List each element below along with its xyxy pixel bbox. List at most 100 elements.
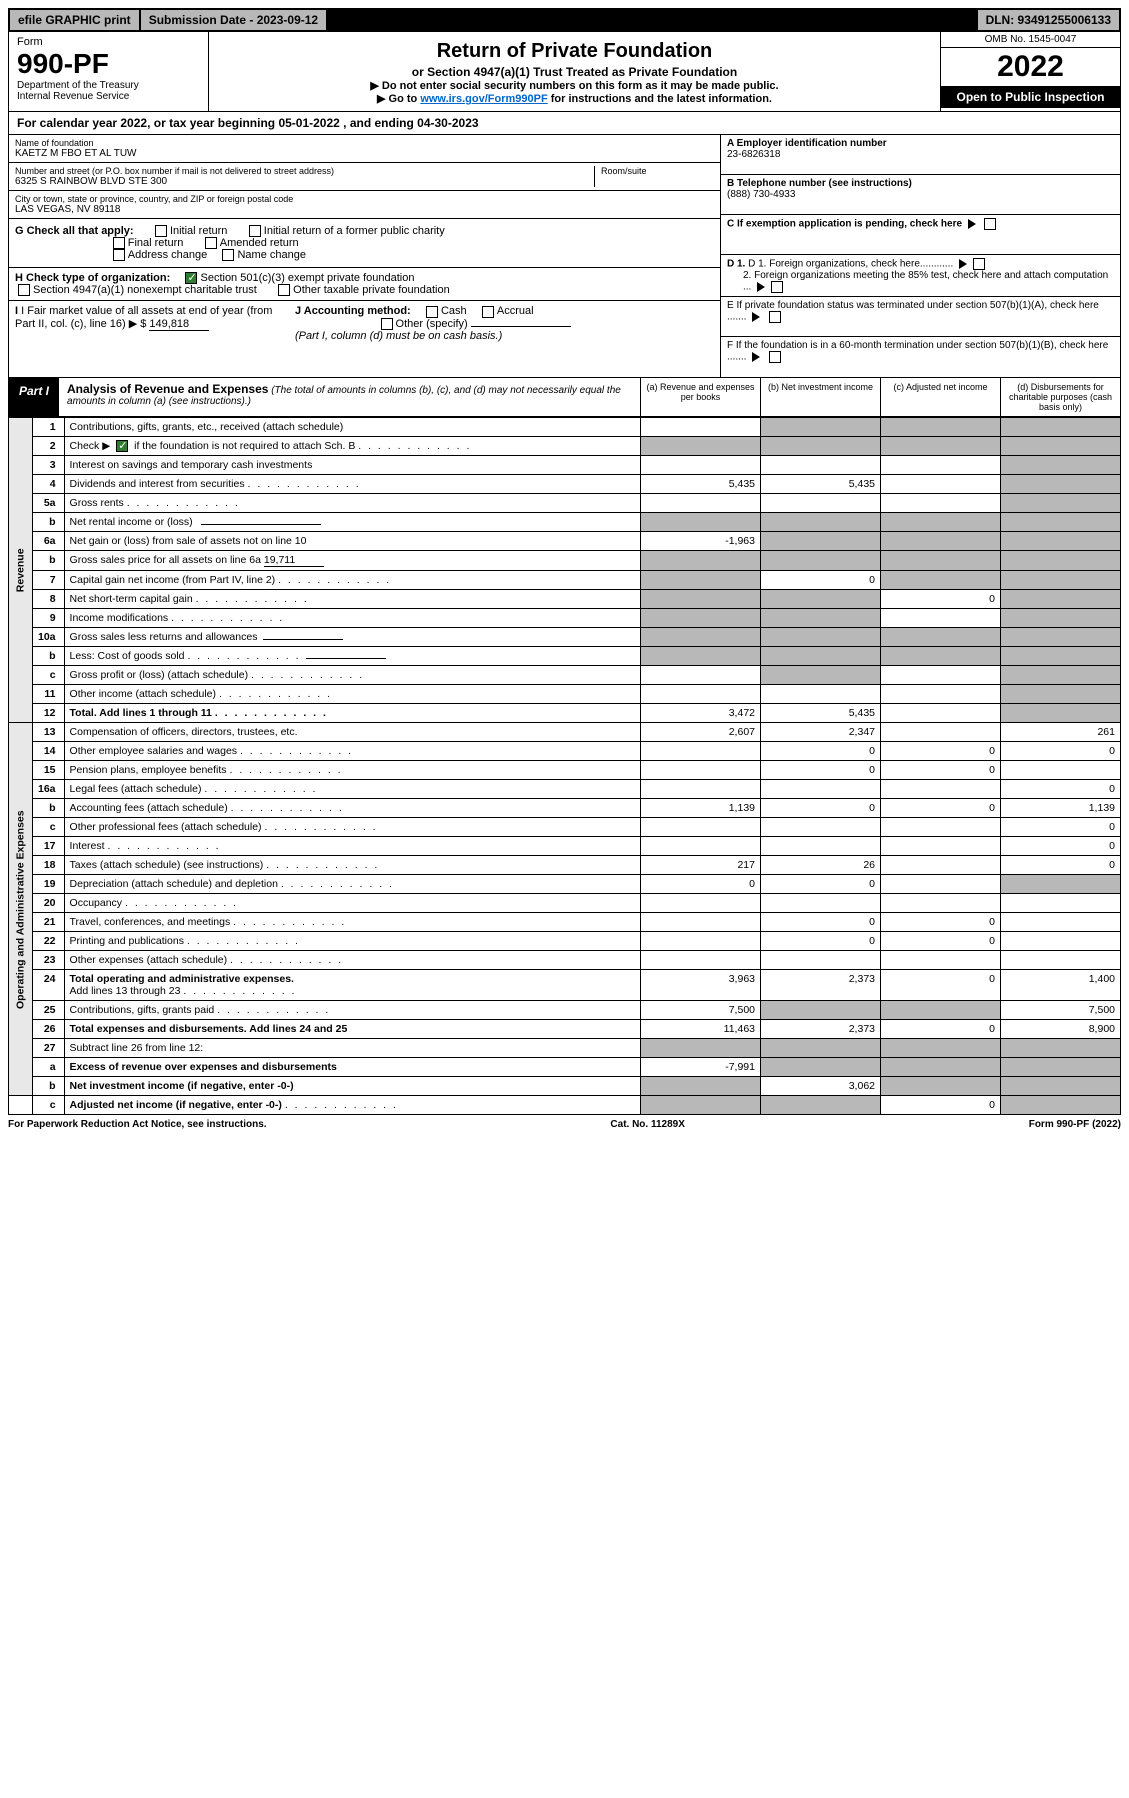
checkbox-name-change[interactable] xyxy=(222,249,234,261)
e-label: E If private foundation status was termi… xyxy=(727,300,1099,323)
form-header: Form 990-PF Department of the Treasury I… xyxy=(8,32,1121,112)
top-bar: efile GRAPHIC print Submission Date - 20… xyxy=(8,8,1121,32)
val-21b: 0 xyxy=(761,913,881,932)
d1-label: D 1. Foreign organizations, check here..… xyxy=(748,259,953,270)
checkbox-addr-change[interactable] xyxy=(113,249,125,261)
val-16b-b: 0 xyxy=(761,799,881,818)
val-24c: 0 xyxy=(881,970,1001,1001)
col-b-header: (b) Net investment income xyxy=(760,378,880,416)
line-26: Total expenses and disbursements. Add li… xyxy=(64,1020,640,1039)
checkbox-501c3[interactable] xyxy=(185,272,197,284)
val-26b: 2,373 xyxy=(761,1020,881,1039)
line-10b: Less: Cost of goods sold xyxy=(64,647,640,666)
line-24: Total operating and administrative expen… xyxy=(64,970,640,1001)
ein-label: A Employer identification number xyxy=(727,138,1114,149)
val-13b: 2,347 xyxy=(761,723,881,742)
line-13: Compensation of officers, directors, tru… xyxy=(64,723,640,742)
line-17: Interest xyxy=(64,837,640,856)
street-address: 6325 S RAINBOW BLVD STE 300 xyxy=(15,176,594,187)
checkbox-initial-former[interactable] xyxy=(249,225,261,237)
line-20: Occupancy xyxy=(64,894,640,913)
f-label: F If the foundation is in a 60-month ter… xyxy=(727,340,1108,363)
line-18: Taxes (attach schedule) (see instruction… xyxy=(64,856,640,875)
checkbox-sch-b[interactable] xyxy=(116,440,128,452)
val-22b: 0 xyxy=(761,932,881,951)
line-14: Other employee salaries and wages xyxy=(64,742,640,761)
col-d-header: (d) Disbursements for charitable purpose… xyxy=(1000,378,1120,416)
phone-value: (888) 730-4933 xyxy=(727,189,1114,200)
val-4b: 5,435 xyxy=(761,475,881,494)
efile-label: efile GRAPHIC print xyxy=(10,10,139,30)
checkbox-foreign-org[interactable] xyxy=(973,258,985,270)
checkbox-other-method[interactable] xyxy=(381,318,393,330)
val-13d: 261 xyxy=(1001,723,1121,742)
checkbox-final[interactable] xyxy=(113,237,125,249)
i-label: I Fair market value of all assets at end… xyxy=(15,305,272,330)
val-25a: 7,500 xyxy=(641,1001,761,1020)
checkbox-exemption-pending[interactable] xyxy=(984,218,996,230)
val-27b: 3,062 xyxy=(761,1077,881,1096)
val-18b: 26 xyxy=(761,856,881,875)
val-27c: 0 xyxy=(881,1096,1001,1115)
val-18a: 217 xyxy=(641,856,761,875)
line-5b: Net rental income or (loss) xyxy=(64,513,640,532)
val-25d: 7,500 xyxy=(1001,1001,1121,1020)
val-26c: 0 xyxy=(881,1020,1001,1039)
line-27b: Net investment income (if negative, ente… xyxy=(64,1077,640,1096)
val-24b: 2,373 xyxy=(761,970,881,1001)
val-26a: 11,463 xyxy=(641,1020,761,1039)
part1-tag: Part I xyxy=(9,378,59,416)
line-8: Net short-term capital gain xyxy=(64,590,640,609)
foundation-name: KAETZ M FBO ET AL TUW xyxy=(15,148,714,159)
val-15c: 0 xyxy=(881,761,1001,780)
val-22c: 0 xyxy=(881,932,1001,951)
ein-value: 23-6826318 xyxy=(727,149,1114,160)
h-label: H Check type of organization: xyxy=(15,272,170,284)
checkbox-other-taxable[interactable] xyxy=(278,284,290,296)
dln-label: DLN: 93491255006133 xyxy=(978,10,1119,30)
checkbox-terminated[interactable] xyxy=(769,311,781,323)
form-subtitle: or Section 4947(a)(1) Trust Treated as P… xyxy=(215,65,934,79)
val-13a: 2,607 xyxy=(641,723,761,742)
col-a-header: (a) Revenue and expenses per books xyxy=(640,378,760,416)
line-4: Dividends and interest from securities xyxy=(64,475,640,494)
checkbox-accrual[interactable] xyxy=(482,306,494,318)
val-8c: 0 xyxy=(881,590,1001,609)
arrow-icon xyxy=(752,352,760,362)
note-ssn: ▶ Do not enter social security numbers o… xyxy=(215,79,934,92)
paperwork-notice: For Paperwork Reduction Act Notice, see … xyxy=(8,1119,267,1130)
page-footer: For Paperwork Reduction Act Notice, see … xyxy=(8,1115,1121,1134)
val-12a: 3,472 xyxy=(641,704,761,723)
phone-label: B Telephone number (see instructions) xyxy=(727,178,1114,189)
line-10c: Gross profit or (loss) (attach schedule) xyxy=(64,666,640,685)
val-16a-d: 0 xyxy=(1001,780,1121,799)
line-15: Pension plans, employee benefits xyxy=(64,761,640,780)
val-24d: 1,400 xyxy=(1001,970,1121,1001)
j-note: (Part I, column (d) must be on cash basi… xyxy=(295,330,502,342)
line-1: Contributions, gifts, grants, etc., rece… xyxy=(64,418,640,437)
val-16b-c: 0 xyxy=(881,799,1001,818)
checkbox-85pct[interactable] xyxy=(771,281,783,293)
irs-link[interactable]: www.irs.gov/Form990PF xyxy=(420,93,547,105)
val-19b: 0 xyxy=(761,875,881,894)
val-24a: 3,963 xyxy=(641,970,761,1001)
submission-date: Submission Date - 2023-09-12 xyxy=(141,10,326,30)
checkbox-cash[interactable] xyxy=(426,306,438,318)
val-7b: 0 xyxy=(761,571,881,590)
arrow-icon xyxy=(968,219,976,229)
line-27c: Adjusted net income (if negative, enter … xyxy=(64,1096,640,1115)
line-2: Check ▶ if the foundation is not require… xyxy=(64,437,640,456)
checkbox-initial[interactable] xyxy=(155,225,167,237)
arrow-icon xyxy=(752,312,760,322)
checkbox-4947[interactable] xyxy=(18,284,30,296)
form-label: Form xyxy=(17,36,200,48)
val-15b: 0 xyxy=(761,761,881,780)
form-ref: Form 990-PF (2022) xyxy=(1029,1119,1121,1130)
part1-title: Analysis of Revenue and Expenses xyxy=(67,382,268,396)
irs-label: Internal Revenue Service xyxy=(17,91,200,102)
val-18d: 0 xyxy=(1001,856,1121,875)
note-link: ▶ Go to www.irs.gov/Form990PF for instru… xyxy=(215,92,934,105)
checkbox-60month[interactable] xyxy=(769,351,781,363)
checkbox-amended[interactable] xyxy=(205,237,217,249)
line-27a: Excess of revenue over expenses and disb… xyxy=(64,1058,640,1077)
